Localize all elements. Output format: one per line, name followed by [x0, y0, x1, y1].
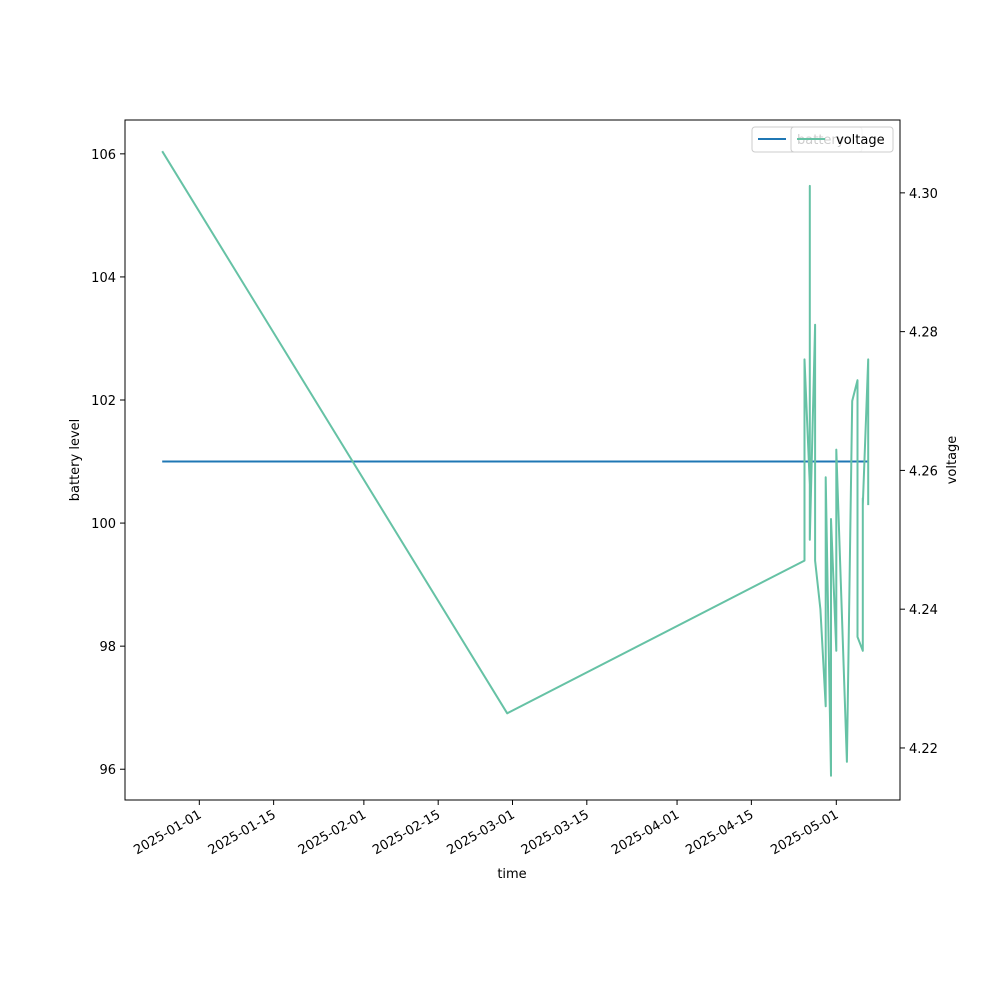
x-tick-label: 2025-03-15	[519, 807, 592, 858]
x-tick-label: 2025-05-01	[768, 807, 841, 858]
y2-tick-label: 4.24	[909, 603, 938, 618]
y-tick-label: 106	[91, 148, 116, 163]
series-line-voltage	[161, 150, 870, 777]
x-tick-label: 2025-01-01	[131, 807, 204, 858]
legend-voltage: voltage	[790, 126, 894, 153]
x-tick-label: 2025-02-01	[296, 807, 369, 858]
y2-tick-label: 4.26	[909, 464, 938, 479]
x-tick-label: 2025-02-15	[370, 807, 443, 858]
y-axis-label: battery level	[68, 419, 83, 502]
y-tick-label: 104	[91, 271, 116, 286]
y2-axis-label: voltage	[945, 436, 960, 485]
x-tick-label: 2025-04-15	[683, 807, 756, 858]
legend-voltage-text: voltage	[836, 133, 885, 148]
y-tick-label: 102	[91, 394, 116, 409]
y-tick-label: 100	[91, 517, 116, 532]
x-axis-label: time	[497, 867, 526, 882]
plot-background	[125, 120, 900, 800]
x-tick-label: 2025-04-01	[609, 807, 682, 858]
y2-tick-label: 4.22	[909, 742, 938, 757]
series-layer	[161, 150, 870, 777]
legend-voltage-box	[790, 126, 894, 153]
y2-tick-label: 4.28	[909, 326, 938, 341]
y-tick-label: 98	[99, 640, 116, 655]
y-tick-label: 96	[99, 763, 116, 778]
x-tick-label: 2025-01-15	[206, 807, 279, 858]
x-tick-label: 2025-03-01	[445, 807, 518, 858]
y2-tick-label: 4.30	[909, 187, 938, 202]
